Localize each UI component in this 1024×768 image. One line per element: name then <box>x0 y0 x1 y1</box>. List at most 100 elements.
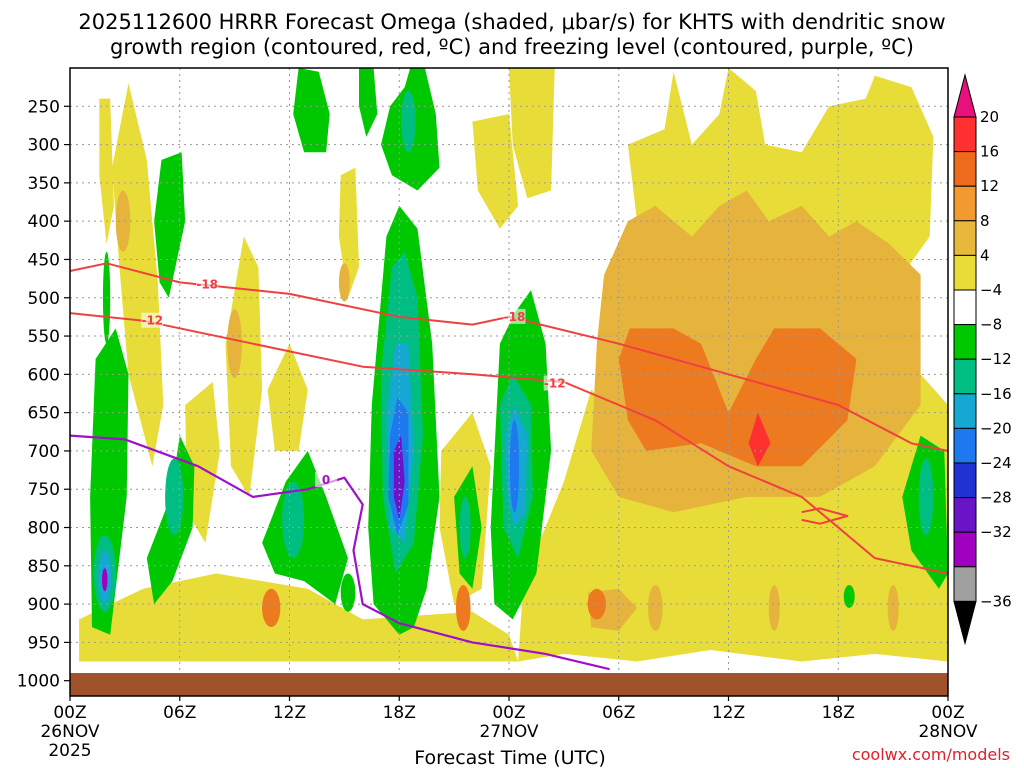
y-tick-label-15: 1000 <box>17 672 60 692</box>
omega-yellow-col10z <box>185 382 220 543</box>
freezing-level-contour <box>70 434 610 671</box>
x-tick-label-3-0: 18Z <box>383 703 416 723</box>
contour-lines: -18 -18 -12 -12 0 <box>70 262 948 696</box>
x-tick-label-5-0: 06Z <box>602 703 635 723</box>
dgz-label-0b-group: -18 <box>503 308 526 324</box>
y-axis-ticks: 250 300 350 400 450 500 550 600 650 700 750 800 850 9… <box>17 97 70 692</box>
colorbar-segment-13 <box>953 566 977 602</box>
omega-yellow-early2 <box>99 98 114 245</box>
colorbar: 20 16 12 8 4 −4 −8 −12 −16 −20 −24 −28 −32 −36 <box>953 73 1012 646</box>
x-tick-label-0-1: 26NOV <box>40 722 99 742</box>
chart-title-line-1: 2025112600 HRRR Forecast Omega (shaded, … <box>78 10 945 34</box>
omega-red-core <box>748 412 771 467</box>
omega-gold-spot6 <box>887 584 899 631</box>
omega-purple-2z <box>102 568 108 592</box>
x-tick-label-7-0: 18Z <box>822 703 855 723</box>
dgz-label-1: -12 <box>141 314 163 328</box>
dgz-label-1-bg <box>141 312 164 328</box>
dgz-label-0b-bg <box>503 308 526 324</box>
omega-blue-00z <box>509 420 520 513</box>
y-tick-label-4: 450 <box>28 250 60 270</box>
omega-teal-13z <box>282 481 305 559</box>
colorbar-label-7: −12 <box>980 350 1012 368</box>
omega-teal-46z <box>918 458 934 536</box>
y-tick-label-7: 600 <box>28 365 60 385</box>
freezing-level-label-group: 0 <box>315 472 338 488</box>
dgz-label-1b-bg <box>543 375 566 391</box>
dgz-label-0-bg <box>196 276 219 292</box>
colorbar-label-11: −28 <box>980 489 1012 507</box>
y-tick-label-3: 400 <box>28 212 60 232</box>
colorbar-label-5: −4 <box>980 281 1002 299</box>
omega-green-early <box>154 152 186 298</box>
colorbar-label-1: 16 <box>980 143 999 161</box>
omega-green-dot2 <box>340 573 356 612</box>
colorbar-segment-3 <box>953 220 977 256</box>
colorbar-label-4: 4 <box>980 246 990 264</box>
colorbar-segment-12 <box>953 531 977 568</box>
omega-orange-spot3 <box>587 588 606 620</box>
x-tick-label-4-0: 00Z <box>492 703 525 723</box>
dgz-label-0: -18 <box>196 278 218 292</box>
ground-band <box>70 673 948 696</box>
omega-green-dot1 <box>843 584 855 608</box>
dgz-contour-loop <box>801 507 849 525</box>
x-tick-label-8-1: 28NOV <box>918 722 977 742</box>
dgz-label-1-group: -12 <box>141 312 164 328</box>
dgz-label-1b-group: -12 <box>543 375 566 391</box>
y-tick-label-14: 950 <box>28 633 60 653</box>
colorbar-segment-2 <box>953 185 977 222</box>
chart-title-line-2: growth region (contoured, red, ºC) and f… <box>110 35 914 59</box>
omega-gold-spot5 <box>768 584 780 631</box>
freezing-level-label-bg <box>315 472 338 488</box>
omega-cyan-18up <box>401 90 416 153</box>
colorbar-segment-9 <box>953 427 977 464</box>
colorbar-segment-5 <box>953 289 977 326</box>
omega-green-upper13 <box>293 68 330 153</box>
y-tick-label-9: 700 <box>28 442 60 462</box>
colorbar-segment-8 <box>953 393 977 429</box>
colorbar-label-10: −24 <box>980 454 1012 472</box>
x-tick-label-8-0: 00Z <box>931 703 964 723</box>
omega-yellow-mid <box>509 68 555 199</box>
colorbar-segment-0 <box>953 116 977 153</box>
y-tick-label-12: 850 <box>28 557 60 577</box>
y-tick-label-1: 300 <box>28 136 60 156</box>
colorbar-segment-4 <box>953 254 977 291</box>
credit-text[interactable]: coolwx.com/models <box>852 745 1010 764</box>
omega-gold-spot2 <box>227 309 242 379</box>
omega-orange-spot1 <box>262 588 281 628</box>
y-tick-label-11: 800 <box>28 519 60 539</box>
x-tick-label-2-0: 12Z <box>273 703 306 723</box>
omega-yellow-mid2 <box>472 114 519 229</box>
colorbar-segment-7 <box>953 358 977 395</box>
colorbar-label-12: −32 <box>980 523 1012 541</box>
y-tick-label-8: 650 <box>28 404 60 424</box>
dgz-label-1b: -12 <box>544 377 566 391</box>
omega-gold-spot3 <box>338 263 350 302</box>
y-tick-label-6: 550 <box>28 327 60 347</box>
omega-orange <box>618 328 857 467</box>
colorbar-label-6: −8 <box>980 316 1002 334</box>
colorbar-label-3: 8 <box>980 212 990 230</box>
x-tick-label-1-0: 06Z <box>163 703 196 723</box>
colorbar-bottom-arrow <box>953 600 977 646</box>
omega-yellow-early <box>112 83 164 467</box>
colorbar-segment-10 <box>953 462 977 499</box>
omega-orange-spot2 <box>455 584 471 631</box>
dgz-contour-1 <box>70 312 948 575</box>
x-tick-label-4-1: 27NOV <box>479 722 538 742</box>
colorbar-label-2: 12 <box>980 177 999 195</box>
colorbar-segment-1 <box>953 151 977 187</box>
x-tick-label-0-0: 00Z <box>53 703 86 723</box>
dgz-label-0-group: -18 <box>196 276 219 292</box>
x-tick-label-0-2: 2025 <box>48 741 91 761</box>
omega-yellow-col8z <box>225 236 263 497</box>
y-tick-label-2: 350 <box>28 174 60 194</box>
dgz-contour-0 <box>70 262 948 452</box>
omega-green-upper15 <box>359 68 378 137</box>
dgz-label-0b: -18 <box>504 310 526 324</box>
colorbar-label-0: 20 <box>980 108 999 126</box>
